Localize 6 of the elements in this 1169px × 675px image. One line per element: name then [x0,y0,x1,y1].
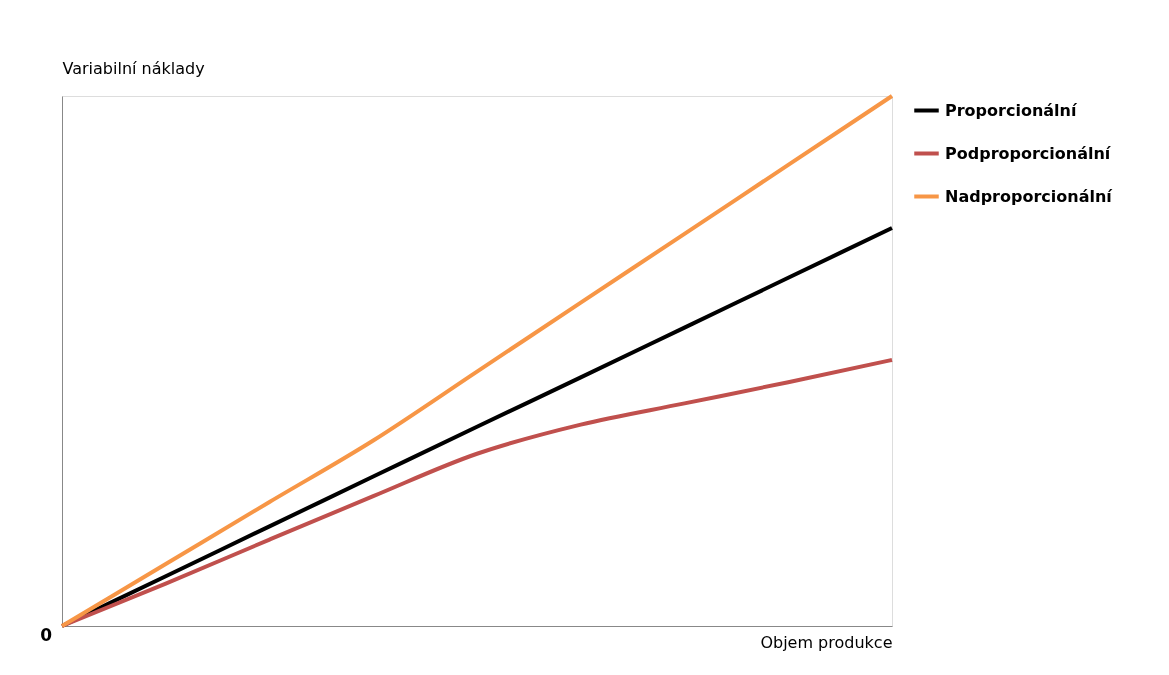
legend-label: Proporcionální [945,100,1078,120]
x-axis-title: Objem produkce [760,632,893,652]
legend-label: Podproporcionální [945,143,1112,163]
legend-label: Nadproporcionální [945,186,1114,206]
text: 0 [40,625,53,645]
y-axis-title: Variabilní náklady [62,58,205,78]
